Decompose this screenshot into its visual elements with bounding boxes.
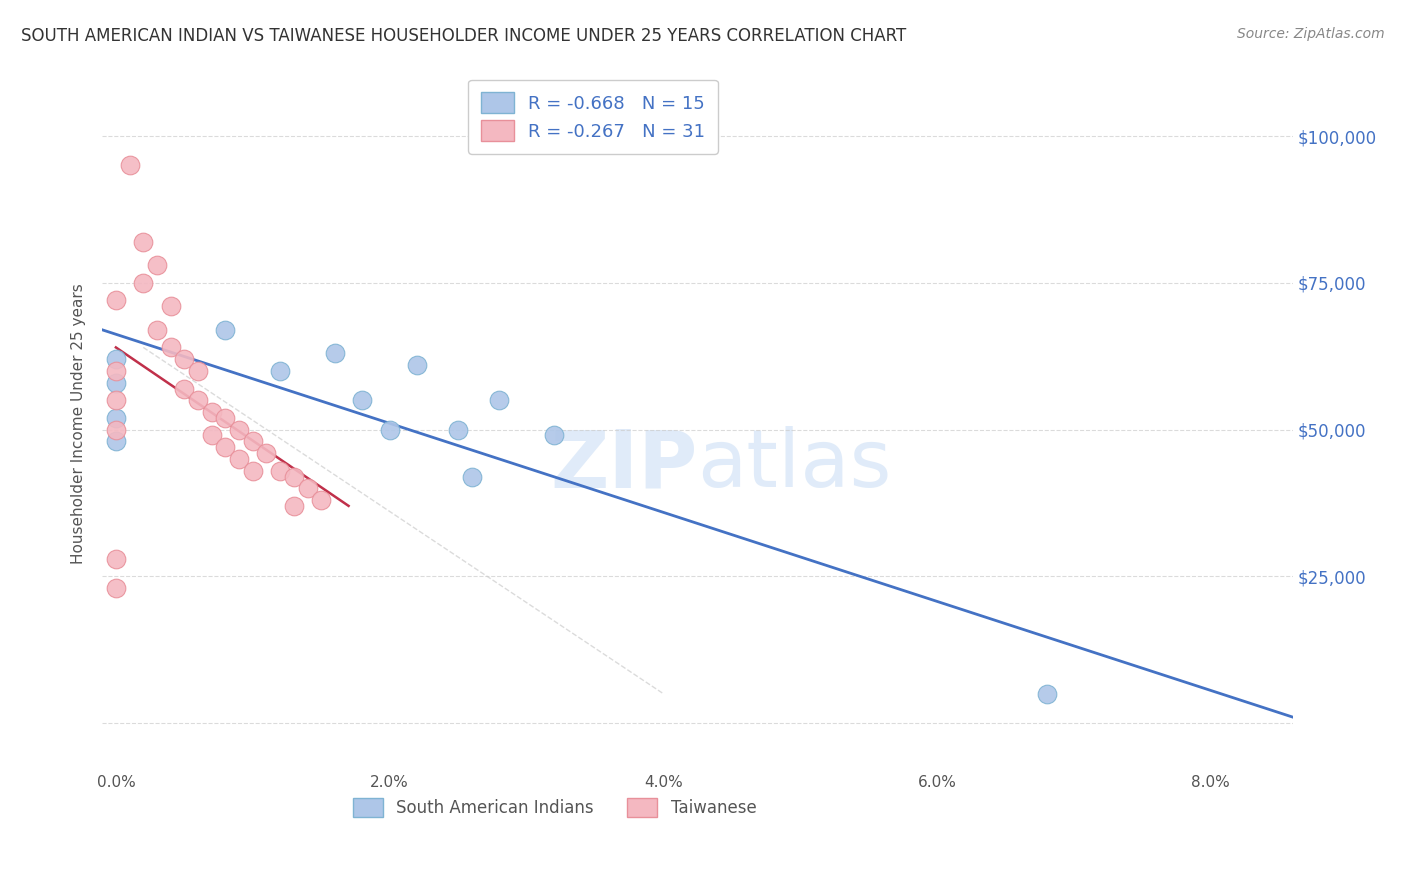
Point <box>256 446 278 460</box>
Point <box>309 493 332 508</box>
Point <box>173 352 195 367</box>
Legend: South American Indians, Taiwanese: South American Indians, Taiwanese <box>346 791 763 824</box>
Point <box>228 423 250 437</box>
Y-axis label: Householder Income Under 25 years: Householder Income Under 25 years <box>72 284 86 564</box>
Point <box>406 358 429 372</box>
Point <box>269 464 291 478</box>
Point <box>201 428 224 442</box>
Point <box>214 323 236 337</box>
Point <box>104 352 127 367</box>
Point <box>378 423 401 437</box>
Point <box>159 299 181 313</box>
Point <box>269 364 291 378</box>
Point <box>447 423 470 437</box>
Point <box>104 434 127 449</box>
Point <box>297 481 319 495</box>
Point <box>352 393 374 408</box>
Point <box>283 469 305 483</box>
Text: Source: ZipAtlas.com: Source: ZipAtlas.com <box>1237 27 1385 41</box>
Point <box>104 376 127 390</box>
Point <box>201 405 224 419</box>
Point <box>187 364 209 378</box>
Point <box>214 410 236 425</box>
Point <box>187 393 209 408</box>
Point <box>214 440 236 454</box>
Point <box>104 551 127 566</box>
Point <box>228 451 250 466</box>
Point <box>1035 687 1057 701</box>
Point <box>242 434 264 449</box>
Point <box>283 499 305 513</box>
Point <box>488 393 510 408</box>
Point <box>323 346 346 360</box>
Point <box>132 276 155 290</box>
Point <box>159 340 181 354</box>
Point <box>242 464 264 478</box>
Text: SOUTH AMERICAN INDIAN VS TAIWANESE HOUSEHOLDER INCOME UNDER 25 YEARS CORRELATION: SOUTH AMERICAN INDIAN VS TAIWANESE HOUSE… <box>21 27 907 45</box>
Point <box>146 258 169 272</box>
Point <box>118 159 141 173</box>
Point <box>104 410 127 425</box>
Point <box>173 382 195 396</box>
Point <box>104 393 127 408</box>
Text: ZIP: ZIP <box>550 426 697 504</box>
Point <box>104 423 127 437</box>
Point <box>461 469 484 483</box>
Point <box>132 235 155 249</box>
Point <box>146 323 169 337</box>
Point <box>104 581 127 595</box>
Point <box>104 293 127 308</box>
Point <box>104 364 127 378</box>
Text: atlas: atlas <box>697 426 891 504</box>
Point <box>543 428 565 442</box>
